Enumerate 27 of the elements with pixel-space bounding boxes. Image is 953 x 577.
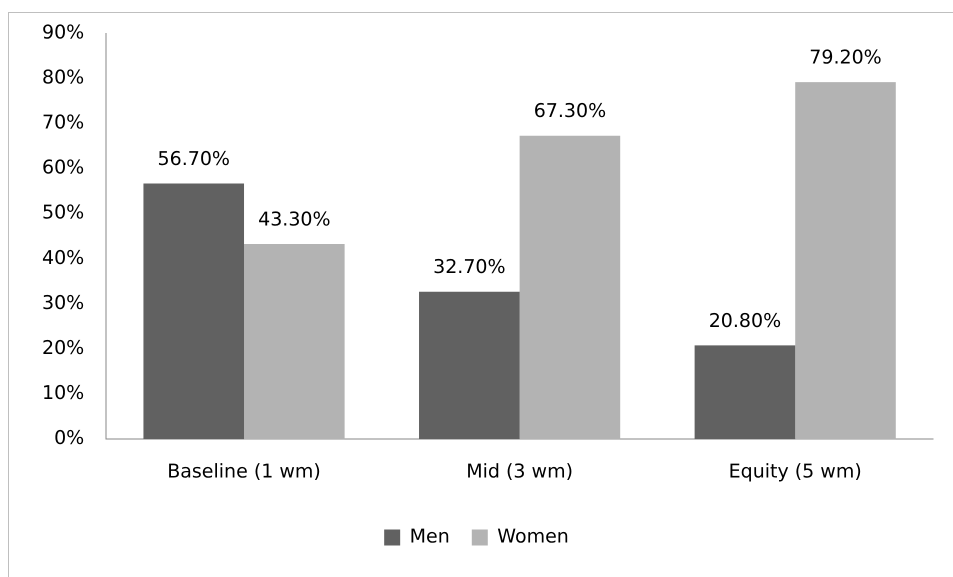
bar xyxy=(244,244,345,440)
bar xyxy=(143,184,244,440)
bar xyxy=(520,136,620,440)
bar xyxy=(694,345,796,440)
y-tick-label: 50% xyxy=(42,202,84,224)
y-tick-label: 30% xyxy=(42,292,84,314)
y-tick-label: 20% xyxy=(42,336,84,359)
data-label: 43.30% xyxy=(258,208,331,230)
data-label: 32.70% xyxy=(433,256,506,278)
y-tick-label: 10% xyxy=(42,382,84,404)
y-tick-label: 0% xyxy=(54,427,84,450)
y-tick-label: 40% xyxy=(42,246,84,269)
data-label: 56.70% xyxy=(158,148,230,170)
x-tick-label: Mid (3 wm) xyxy=(466,460,574,483)
bar xyxy=(419,292,520,440)
x-tick-label: Equity (5 wm) xyxy=(728,460,862,483)
y-tick-label: 70% xyxy=(42,112,84,134)
bar xyxy=(795,82,896,440)
y-tick-label: 80% xyxy=(42,66,84,88)
data-label: 67.30% xyxy=(534,100,606,122)
y-tick-label: 60% xyxy=(42,156,84,179)
x-tick-label: Baseline (1 wm) xyxy=(167,460,321,483)
legend-label: Women xyxy=(497,525,569,548)
data-label: 79.20% xyxy=(809,46,882,69)
data-label: 20.80% xyxy=(708,310,782,332)
legend-label: Men xyxy=(410,525,450,548)
y-tick-label: 90% xyxy=(42,21,84,44)
